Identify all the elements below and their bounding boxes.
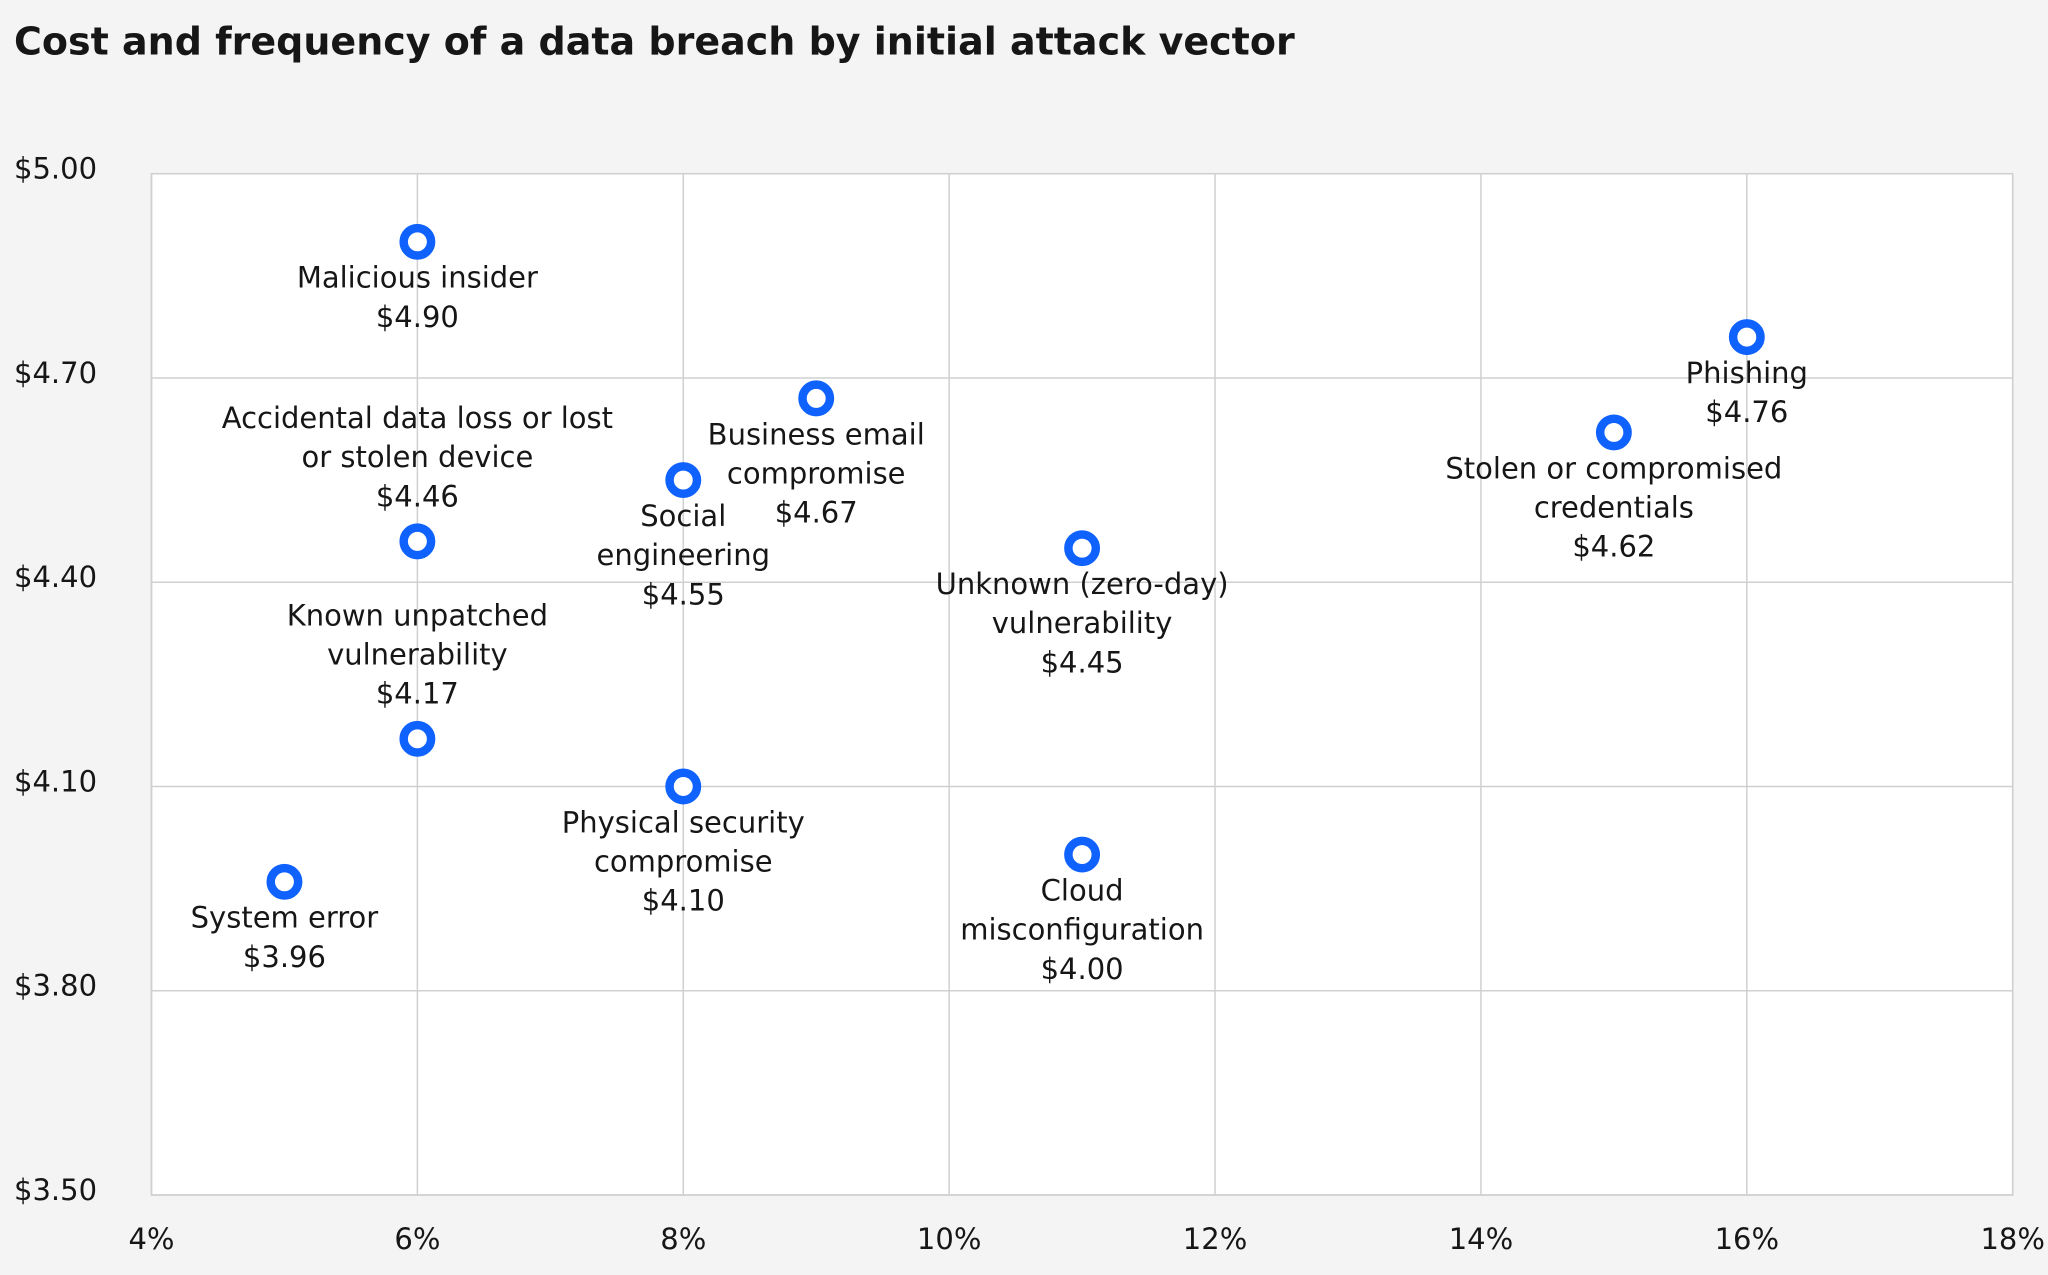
y-tick-label: $4.10 — [14, 764, 97, 798]
value-label: $4.45 — [1041, 645, 1124, 679]
point-label: or stolen device — [301, 440, 533, 474]
value-label: $4.10 — [642, 884, 725, 918]
point-label: System error — [191, 901, 379, 935]
point — [266, 863, 303, 900]
x-tick-label: 14% — [1449, 1222, 1513, 1256]
chart-title: Cost and frequency of a data breach by i… — [14, 20, 1295, 64]
point-label: engineering — [597, 538, 771, 572]
point-label: Known unpatched — [287, 598, 548, 632]
point — [1728, 319, 1765, 356]
x-tick-label: 8% — [660, 1222, 706, 1256]
point — [399, 523, 436, 560]
value-label: $3.96 — [243, 940, 326, 974]
y-tick-label: $5.00 — [14, 152, 97, 186]
point — [1595, 414, 1632, 451]
value-label: $4.55 — [642, 577, 725, 611]
x-tick-label: 18% — [1980, 1222, 2044, 1256]
point-label: Unknown (zero-day) — [936, 567, 1229, 601]
value-label: $4.00 — [1041, 952, 1124, 986]
y-tick-label: $4.70 — [14, 356, 97, 390]
point-label: Physical security — [562, 805, 805, 839]
x-tick-label: 6% — [394, 1222, 440, 1256]
point — [665, 462, 702, 499]
point-label: compromise — [594, 845, 773, 879]
point — [399, 720, 436, 757]
point — [798, 380, 835, 417]
value-label: $4.67 — [775, 496, 858, 530]
point — [1064, 836, 1101, 873]
point-label: Stolen or compromised — [1445, 451, 1782, 485]
x-tick-label: 16% — [1715, 1222, 1779, 1256]
point-label: vulnerability — [327, 638, 508, 672]
x-tick-label: 10% — [917, 1222, 981, 1256]
point-label: Social — [640, 499, 726, 533]
value-label: $4.62 — [1572, 530, 1655, 564]
point-label: Business email — [708, 417, 925, 451]
point — [399, 223, 436, 260]
value-label: $4.46 — [376, 479, 459, 513]
x-tick-label: 12% — [1183, 1222, 1247, 1256]
value-label: $4.90 — [376, 300, 459, 334]
point-label: compromise — [727, 456, 906, 490]
value-label: $4.17 — [376, 677, 459, 711]
y-tick-label: $3.50 — [14, 1173, 97, 1207]
y-tick-label: $3.80 — [14, 969, 97, 1003]
point-label: Cloud — [1041, 873, 1124, 907]
point-label: credentials — [1534, 490, 1694, 524]
point-label: Accidental data loss or lost — [222, 401, 613, 435]
point-label: Phishing — [1686, 356, 1808, 390]
point — [665, 768, 702, 805]
point-label: misconfiguration — [960, 913, 1204, 947]
x-tick-label: 4% — [128, 1222, 174, 1256]
plot-area — [150, 172, 2014, 1196]
y-tick-label: $4.40 — [14, 560, 97, 594]
point — [1064, 530, 1101, 567]
point-label: Malicious insider — [297, 261, 538, 295]
point-label: vulnerability — [992, 606, 1173, 640]
value-label: $4.76 — [1705, 395, 1788, 429]
